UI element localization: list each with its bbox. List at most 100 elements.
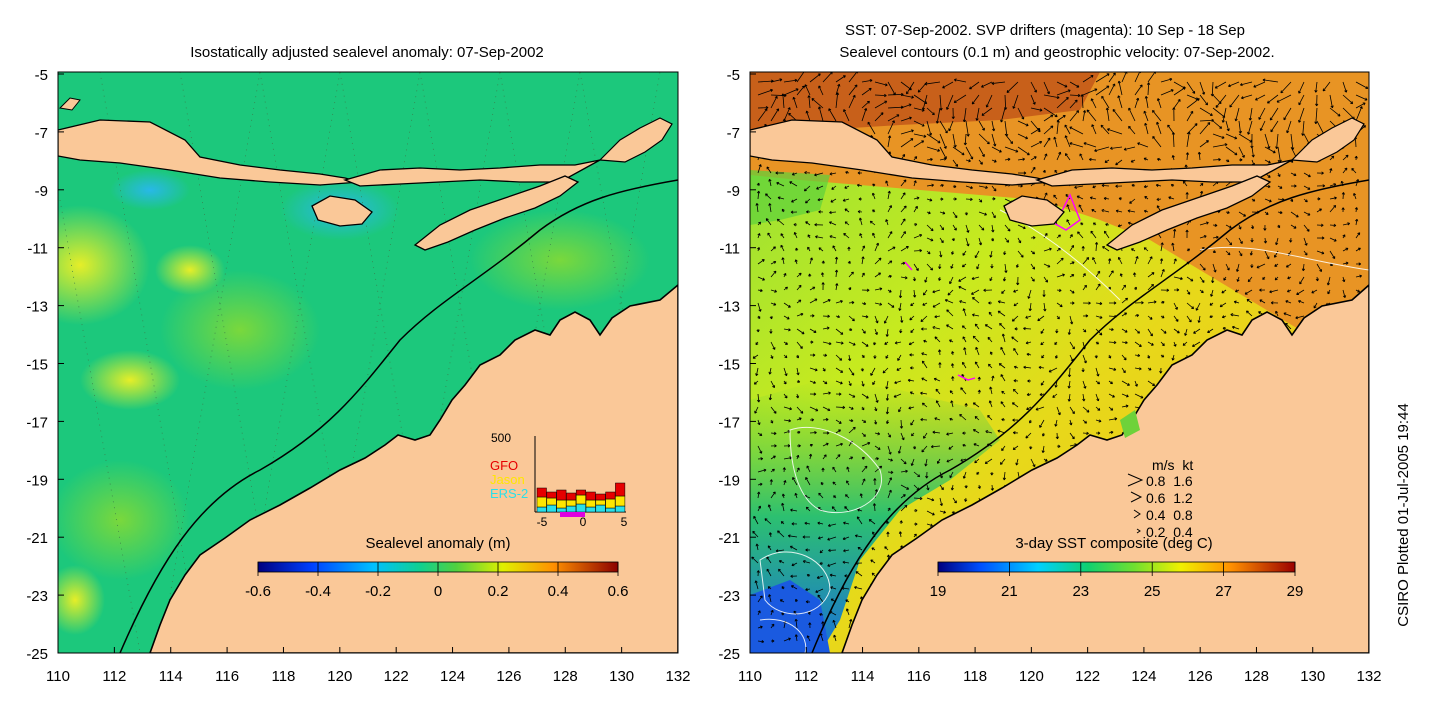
velocity-arrow [900,179,907,187]
velocity-arrow [835,367,844,373]
velocity-arrow [913,522,918,526]
velocity-arrow [1147,354,1151,359]
velocity-arrow [951,237,955,242]
velocity-arrow [898,289,903,299]
velocity-arrow [921,445,928,453]
velocity-arrow [768,203,772,213]
velocity-arrow [752,354,759,359]
velocity-arrow [991,185,997,192]
velocity-arrow [939,497,943,506]
velocity-arrow [949,276,954,285]
velocity-arrow [783,78,798,83]
velocity-arrow [1040,341,1045,346]
velocity-arrow [1160,242,1164,252]
velocity-arrow [1029,445,1033,450]
velocity-arrow [1264,184,1271,189]
velocity-arrow [1301,263,1306,272]
velocity-arrow [952,184,957,188]
velocity-arrow [1069,234,1073,239]
velocity-arrow [1342,276,1346,283]
sla-high-patch [80,350,180,410]
inset-ymax-label: 500 [491,431,511,445]
velocity-arrow [1212,223,1218,227]
velocity-arrow [822,314,830,318]
velocity-arrow [1012,418,1019,422]
velocity-arrow [752,530,759,538]
velocity-arrow [874,302,883,306]
velocity-legend-row: 0.2 0.4 [1146,524,1193,540]
velocity-arrow [848,94,856,109]
velocity-arrow [1160,354,1165,358]
velocity-arrow [790,574,798,578]
velocity-arrow [1199,289,1204,294]
right-colorbar: 3-day SST composite (deg C) 19 21 23 25 27 29 [930,535,1304,600]
velocity-arrow [885,406,890,415]
velocity-arrow [1238,224,1242,230]
velocity-arrow [1127,209,1136,213]
velocity-arrow [984,324,993,330]
velocity-arrow [1115,209,1123,213]
velocity-arrow [770,623,775,629]
velocity-arrow [1210,289,1214,297]
velocity-arrow [1056,89,1071,96]
velocity-arrow [1296,289,1305,296]
velocity-arrow [1043,94,1060,100]
velocity-arrow [964,484,968,489]
velocity-arrow [1056,151,1062,161]
velocity-arrow [1276,94,1292,103]
velocity-arrow [1186,315,1192,323]
velocity-arrow [848,84,858,96]
velocity-arrow [790,508,798,512]
velocity-arrow [975,346,980,356]
velocity-arrow [872,183,876,187]
velocity-arrow [1056,273,1065,278]
y-tick-label: -17 [26,414,48,431]
velocity-arrow [858,217,863,226]
velocity-arrow [861,288,870,292]
velocity-arrow [1259,299,1266,304]
velocity-arrow [1056,234,1061,239]
velocity-arrow [805,600,811,604]
velocity-arrow [770,302,777,306]
velocity-arrow [835,380,843,385]
velocity-arrow [1048,367,1058,373]
velocity-arrow [783,367,788,377]
velocity-arrow [783,406,793,411]
velocity-arrow [1173,315,1179,322]
velocity-arrow [806,635,811,642]
x-tick-label: 126 [496,668,521,685]
sla-mid-patch [470,210,650,310]
legend-gfo: GFO [490,458,518,473]
velocity-arrow [1160,268,1165,278]
velocity-arrow [767,545,772,551]
velocity-arrow [1329,237,1337,242]
velocity-arrow [804,521,811,525]
velocity-arrow [944,298,954,304]
velocity-arrow [860,367,864,372]
velocity-arrow [770,108,780,122]
velocity-arrow [1143,209,1149,213]
velocity-arrow [973,443,980,447]
velocity-arrow [832,245,837,252]
velocity-arrow [978,185,988,189]
inset-bar-jason [556,499,567,509]
velocity-arrow [1134,286,1138,291]
velocity-arrow [1155,183,1162,187]
velocity-arrow [972,313,980,317]
velocity-arrow [1219,302,1227,308]
velocity-arrow [1250,224,1255,230]
velocity-arrow [755,203,759,213]
velocity-arrow [1186,81,1196,94]
velocity-arrow [1094,354,1098,359]
velocity-arrow [1267,94,1279,104]
velocity-arrow [770,341,776,350]
velocity-arrow [804,171,811,175]
velocity-arrow [976,263,980,270]
velocity-arrow [787,534,798,538]
velocity-arrow [753,515,759,525]
velocity-arrow [1056,114,1066,122]
velocity-arrow [1298,94,1305,106]
velocity-arrow [885,419,890,425]
velocity-arrow [1225,250,1231,256]
velocity-arrow [861,432,866,437]
